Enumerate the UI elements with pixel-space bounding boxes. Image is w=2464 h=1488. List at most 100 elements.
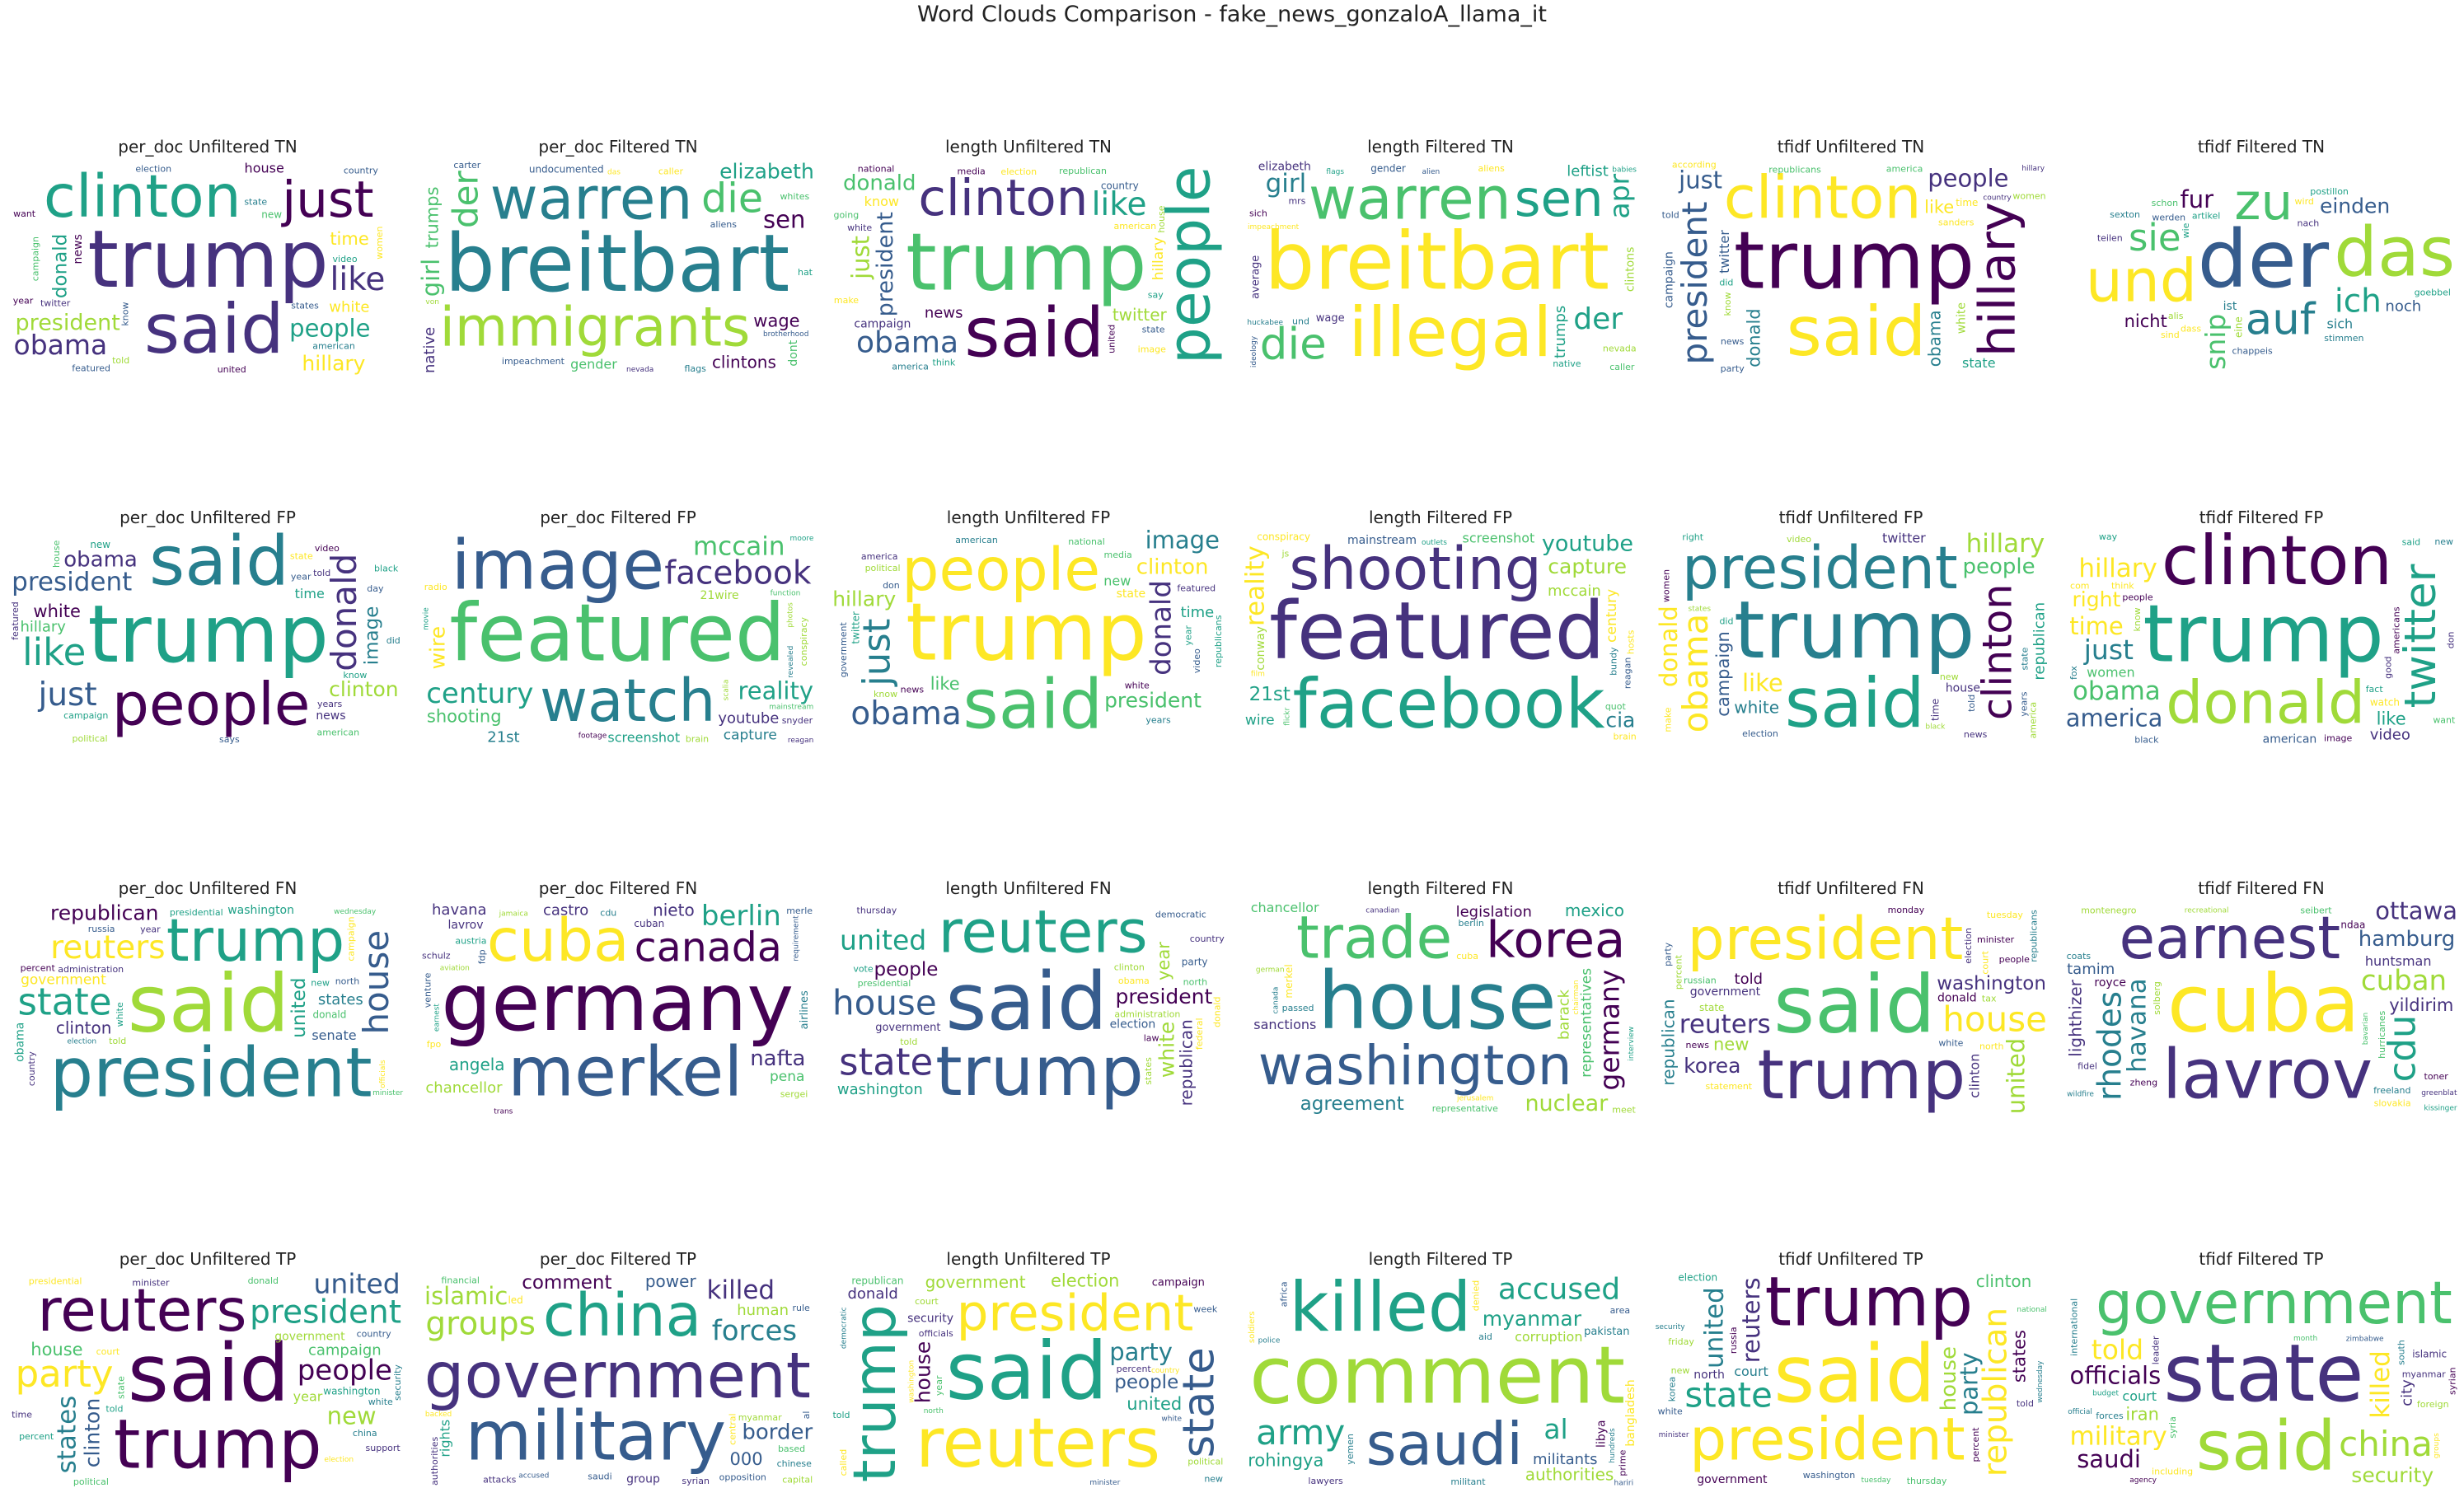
wordcloud-word: auf xyxy=(2246,295,2316,345)
wordcloud-word: film xyxy=(1251,671,1265,679)
wordcloud-word: white xyxy=(1155,1022,1178,1078)
wordcloud-word: prime xyxy=(1618,1449,1628,1476)
wordcloud-word: hillary xyxy=(1968,202,2026,357)
wordcloud-word: republicans xyxy=(1768,165,1821,175)
wordcloud-word: house xyxy=(1318,955,1557,1047)
wordcloud-word: flags xyxy=(1326,168,1344,176)
wordcloud-word: like xyxy=(1742,669,1783,697)
wordcloud-word: states xyxy=(1689,606,1712,614)
wordcloud-word: white xyxy=(1734,697,1779,717)
wordcloud-area: breitbart illegal warren sen die der girl apr tr… xyxy=(1243,158,1638,376)
wordcloud-word: syrian xyxy=(2448,1367,2458,1395)
wordcloud-word: chancellor xyxy=(1251,900,1319,915)
wordcloud-word: republican xyxy=(1059,166,1107,176)
wordcloud-word: lawyers xyxy=(1308,1476,1343,1486)
wordcloud-word: people xyxy=(902,536,1100,604)
wordcloud-word: rights xyxy=(438,1420,453,1458)
wordcloud-word: goebbel xyxy=(2415,287,2451,297)
wordcloud-word: don xyxy=(2445,632,2456,649)
panel-title: length Filtered TP xyxy=(1368,1249,1513,1269)
wordcloud-word: court xyxy=(1979,950,1990,974)
wordcloud-panel: per_doc Filtered TN breitbart immigrants wa… xyxy=(420,137,816,376)
wordcloud-word: america xyxy=(1886,163,1923,174)
wordcloud-word: 21wire xyxy=(700,589,738,602)
wordcloud-area: said reuters trump president state people gove… xyxy=(831,1270,1226,1488)
wordcloud-word: just xyxy=(2083,634,2134,666)
wordcloud-word: ottawa xyxy=(2375,900,2457,924)
wordcloud-word: election xyxy=(1000,166,1037,177)
wordcloud-word: says xyxy=(219,734,240,745)
panel-title: length Unfiltered TP xyxy=(946,1249,1111,1269)
wordcloud-word: wire xyxy=(425,626,449,670)
wordcloud-word: featured xyxy=(10,601,21,640)
wordcloud-area: trump said president clinton obama donald hill… xyxy=(1653,529,2049,746)
wordcloud-word: trump xyxy=(88,588,329,681)
wordcloud-word: years xyxy=(317,699,343,709)
wordcloud-word: did xyxy=(386,635,401,646)
wordcloud-word: new xyxy=(327,1401,377,1430)
wordcloud-word: korea xyxy=(1667,1377,1678,1402)
wordcloud-word: told xyxy=(1662,210,1679,221)
wordcloud-panel: per_doc Unfiltered TP said trump reuters pre… xyxy=(10,1249,405,1488)
wordcloud-word: reuters xyxy=(916,1403,1160,1483)
wordcloud-word: going xyxy=(833,210,859,221)
wordcloud-word: washington xyxy=(227,904,294,917)
wordcloud-word: canada xyxy=(1272,987,1280,1014)
wordcloud-word: white xyxy=(33,601,80,621)
wordcloud-word: wire xyxy=(1245,712,1275,728)
wordcloud-word: american xyxy=(317,728,360,738)
wordcloud-word: twitter xyxy=(2396,564,2446,708)
wordcloud-word: told xyxy=(112,355,129,366)
panel-title: per_doc Filtered TN xyxy=(538,137,698,157)
wordcloud-word: government xyxy=(925,1272,1026,1292)
wordcloud-word: told xyxy=(313,568,330,578)
wordcloud-word: breitbart xyxy=(1264,216,1609,308)
wordcloud-word: united xyxy=(1700,1287,1730,1369)
wordcloud-word: city xyxy=(2399,1379,2416,1406)
wordcloud-word: news xyxy=(72,234,85,264)
wordcloud-word: black xyxy=(1925,723,1946,732)
wordcloud-panel: tfidf Filtered FN cuba lavrov earnest havana… xyxy=(2063,878,2459,1117)
wordcloud-word: america xyxy=(2027,702,2038,739)
wordcloud-word: want xyxy=(13,208,36,219)
wordcloud-word: time xyxy=(1181,604,1215,621)
wordcloud-word: president xyxy=(1675,202,1715,365)
wordcloud-word: national xyxy=(1068,536,1105,547)
wordcloud-word: told xyxy=(900,1036,917,1047)
wordcloud-word: new xyxy=(2434,536,2453,547)
wordcloud-word: islamic xyxy=(424,1282,508,1310)
wordcloud-word: ich xyxy=(2335,283,2382,320)
wordcloud-word: foreign xyxy=(2417,1399,2449,1410)
wordcloud-word: chinese xyxy=(777,1458,813,1469)
wordcloud-word: killed xyxy=(707,1275,775,1305)
wordcloud-word: canada xyxy=(635,924,782,971)
wordcloud-word: state xyxy=(1117,587,1145,601)
wordcloud-word: obama xyxy=(850,695,961,732)
panel-title: per_doc Filtered TP xyxy=(539,1249,697,1269)
wordcloud-word: just xyxy=(37,676,96,714)
wordcloud-word: house xyxy=(356,930,396,1035)
wordcloud-word: did xyxy=(1719,615,1733,626)
wordcloud-word: minister xyxy=(1659,1431,1689,1439)
wordcloud-word: north xyxy=(1183,977,1208,988)
wordcloud-word: told xyxy=(2092,1333,2143,1365)
wordcloud-word: news xyxy=(925,304,963,321)
wordcloud-word: officials xyxy=(379,1060,387,1088)
wordcloud-word: country xyxy=(344,166,379,176)
wordcloud-word: aid xyxy=(1478,1331,1492,1342)
wordcloud-word: election xyxy=(1742,728,1778,739)
wordcloud-word: sanctions xyxy=(1253,1017,1316,1032)
wordcloud-word: brain xyxy=(1613,732,1636,742)
wordcloud-word: news xyxy=(316,709,345,723)
wordcloud-word: media xyxy=(1103,550,1131,560)
wordcloud-word: obama xyxy=(1925,310,1945,367)
panel-title: per_doc Unfiltered TN xyxy=(118,137,297,157)
wordcloud-word: video xyxy=(315,543,340,554)
wordcloud-word: twitter xyxy=(1113,305,1168,325)
